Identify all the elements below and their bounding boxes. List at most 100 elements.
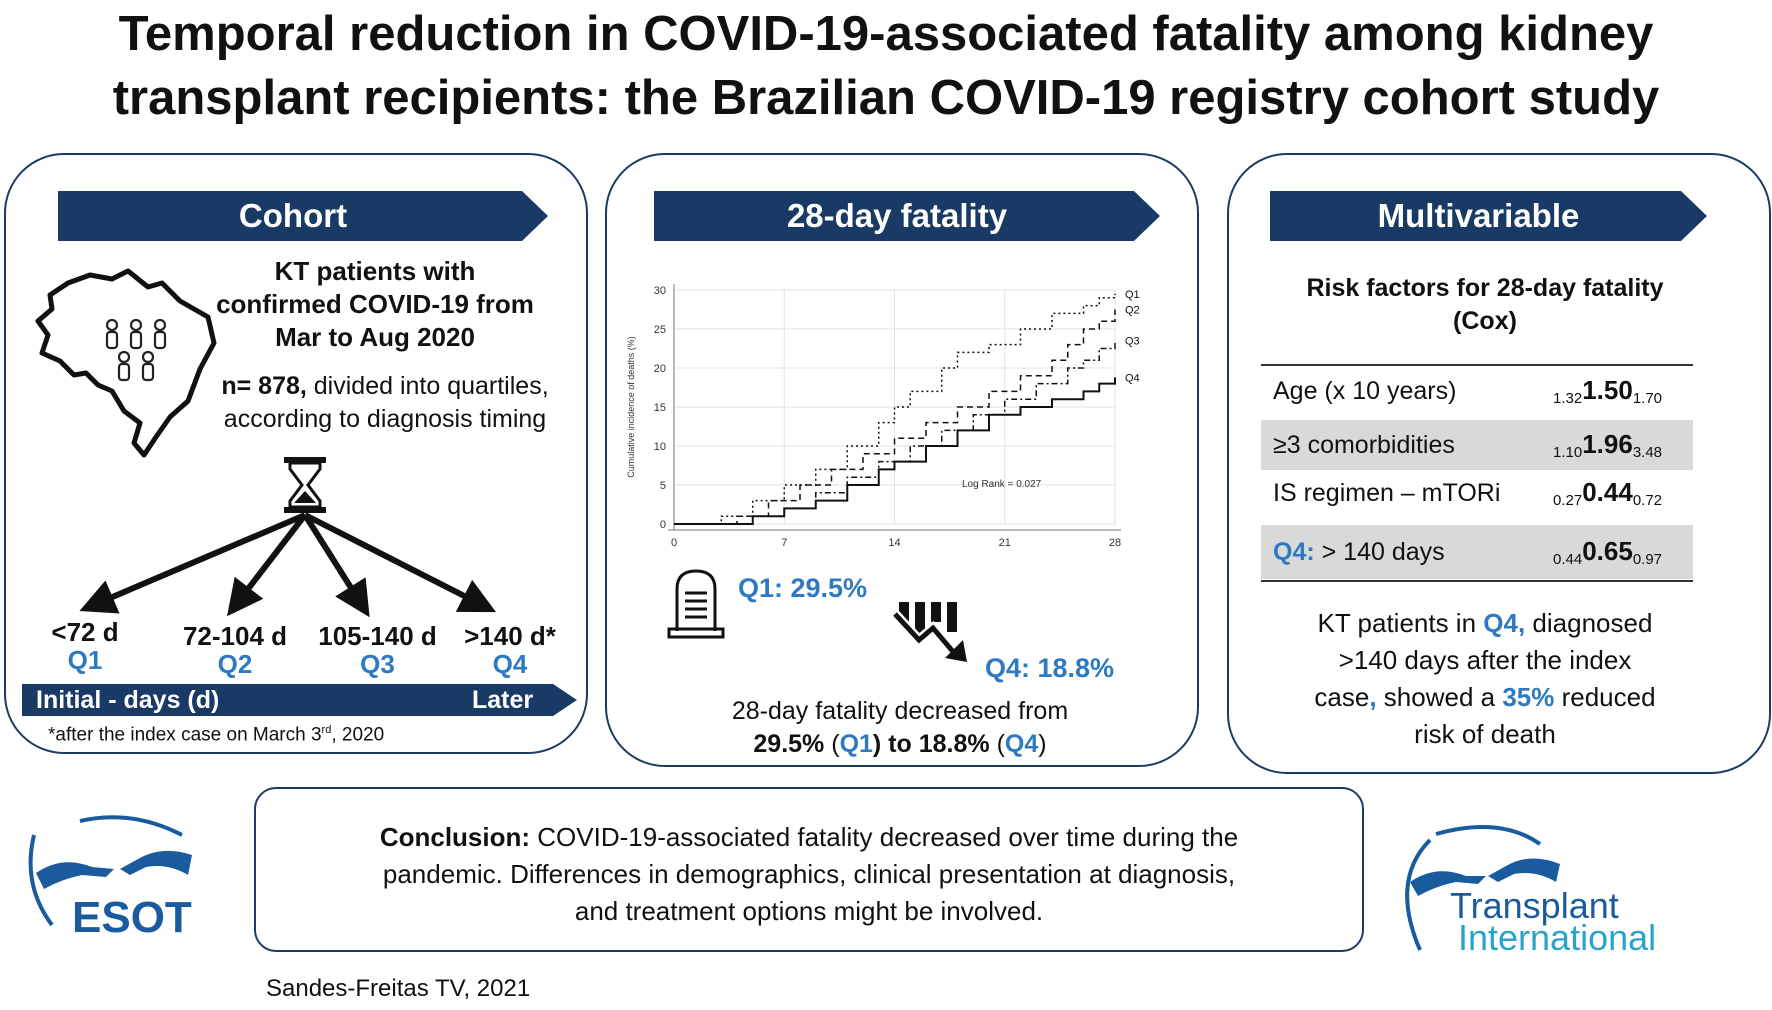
brazil-map-icon [35,268,217,458]
y-axis-label: Cumulative incidence of deaths (%) [626,336,636,478]
ci-high: 0.72 [1632,492,1663,509]
conclusion-box: Conclusion: COVID-19-associated fatality… [254,787,1364,952]
decrease-chart-icon [893,602,967,662]
quartile-q2-days: 72-104 d [182,621,288,651]
quartile-q2-label: Q2 [217,649,253,679]
summary-sep-4: ) [1038,730,1047,758]
x-tick-label: 14 [888,537,900,549]
quartile-q1-days: <72 d [51,617,119,647]
summary-q4-value: 18.8% [918,730,990,758]
quartile-q4-label: Q4 [492,649,528,679]
note-line-4: risk of death [1414,719,1556,749]
ci-low: 1.32 [1553,390,1583,407]
quartile-q4: >140 d* Q4 [460,622,560,678]
cohort-n-rest: divided into quartiles, [306,372,549,400]
cohort-desc-line-2: confirmed COVID-19 from [216,289,534,319]
note-percent: 35% [1502,682,1555,712]
q1-result: Q1: 29.5% [738,573,868,603]
cohort-n-count: n= 878, [221,372,307,400]
risk-row-value: 1.321.501.70 [1553,375,1693,407]
ci-high: 3.48 [1632,444,1663,461]
table-bottom-rule [1261,580,1693,582]
x-tick-label: 7 [781,537,787,549]
hourglass-icon [284,457,326,513]
series-label: Q2 [1125,305,1140,317]
x-tick-label: 28 [1109,537,1121,549]
quartile-q3-days: 105-140 d [318,621,437,651]
conclusion-line-3: and treatment options might be involved. [574,896,1044,926]
note-part-a: KT patients in [1317,608,1484,638]
risk-row-mtori: IS regimen – mTORi 0.270.440.72 [1261,468,1693,518]
quartile-q4-days: >140 d* [464,621,556,651]
note-part-b: diagnosed [1525,608,1653,638]
cohort-banner: Cohort [58,191,548,241]
series-label: Q3 [1125,336,1140,348]
esot-logo-text: ESOT [72,893,192,942]
hazard-ratio: 0.65 [1582,536,1633,566]
conclusion-label: Conclusion: [379,822,531,852]
x-tick-label: 0 [671,537,677,549]
note-part-d: showed a [1376,682,1503,712]
summary-q1-value: 29.5% [753,730,825,758]
ci-low: 0.27 [1553,492,1583,509]
cohort-n: n= 878, divided into quartiles, accordin… [200,370,570,436]
note-part-c: case [1314,682,1370,712]
note-q4: Q4, [1483,608,1526,638]
summary-sep-3: ( [989,730,1005,758]
timeline-initial: Initial - days (d) [36,686,220,714]
risk-row-value: 1.101.963.48 [1553,429,1693,461]
risk-row-label: IS regimen – mTORi [1273,478,1501,507]
page-title: Temporal reduction in COVID-19-associate… [0,2,1772,130]
risk-row-label: Age (x 10 years) [1273,376,1457,405]
timeline-later: Later [472,686,534,714]
km-curve-q2 [674,309,1116,525]
note-comma: , [1369,682,1377,712]
y-tick-label: 25 [654,324,666,336]
quartile-q3: 105-140 d Q3 [310,622,445,678]
y-tick-label: 15 [654,402,666,414]
footnote-text: *after the index case on March 3 [48,724,322,746]
subtitle-line-1: Risk factors for 28-day fatality [1306,274,1664,302]
quartile-q1-label: Q1 [67,645,103,675]
esot-logo [28,815,192,927]
risk-row-comorbidities: ≥3 comorbidities 1.101.963.48 [1261,420,1693,470]
y-tick-label: 10 [654,441,666,453]
fatality-banner: 28-day fatality [654,191,1160,241]
fatality-summary-line-1: 28-day fatality decreased from [731,697,1069,725]
footnote-year: , 2020 [331,724,385,746]
risk-row-age: Age (x 10 years) 1.321.501.70 [1261,366,1693,416]
note-part-e: reduced [1554,682,1656,712]
cohort-desc-line-1: KT patients with [274,256,476,286]
table-top-rule [1261,364,1693,366]
series-label: Q4 [1125,372,1140,384]
summary-sep-1: ( [824,730,840,758]
quartile-q3-label: Q3 [360,649,395,679]
y-tick-label: 20 [654,363,666,375]
conclusion-line-2: pandemic. Differences in demographics, c… [382,859,1236,889]
ti-logo-text-1: Transplant [1450,885,1619,926]
risk-row-value: 0.270.440.72 [1553,477,1693,509]
risk-row-label: Q4: > 140 days [1273,538,1553,567]
cohort-footnote: *after the index case on March 3rd, 2020 [48,724,384,746]
title-line-2: transplant recipients: the Brazilian COV… [112,71,1660,125]
hazard-ratio: 0.44 [1582,477,1633,507]
tombstone-icon [667,569,725,639]
quartile-q1: <72 d Q1 [35,618,135,674]
x-tick-label: 21 [999,537,1011,549]
y-tick-label: 5 [660,480,666,492]
ci-high: 1.70 [1632,390,1663,407]
risk-row-q4: Q4: > 140 days 0.440.650.97 [1261,525,1693,579]
cohort-panel [4,153,588,754]
risk-row-label: ≥3 comorbidities [1273,430,1455,459]
hazard-ratio: 1.96 [1582,429,1633,459]
conclusion-text: Conclusion: COVID-19-associated fatality… [266,819,1352,930]
title-line-1: Temporal reduction in COVID-19-associate… [118,7,1654,61]
conclusion-line-1: COVID-19-associated fatality decreased o… [530,822,1239,852]
hazard-ratio: 1.50 [1582,375,1633,405]
note-line-2: >140 days after the index [1338,645,1632,675]
summary-sep-2: ) to [872,730,919,758]
q4-result: Q4: 18.8% [985,653,1115,683]
transplant-international-logo [1405,824,1560,951]
y-tick-label: 30 [654,285,666,297]
citation: Sandes-Freitas TV, 2021 [266,975,531,1002]
